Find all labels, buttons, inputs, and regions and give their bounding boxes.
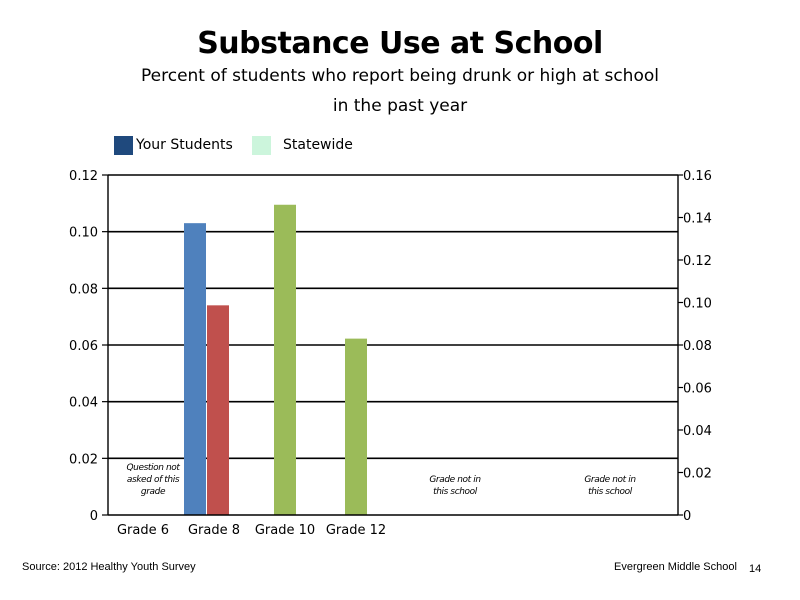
right-axis-tick-label: 0.10: [683, 297, 712, 312]
left-axis-tick-label: 0.06: [69, 339, 98, 354]
right-axis-tick-label: 0.16: [683, 169, 712, 184]
right-axis-tick-label: 0.12: [683, 254, 712, 269]
bar-grade-12-statewide: [345, 338, 367, 515]
source-note: Source: 2012 Healthy Youth Survey: [22, 561, 196, 573]
right-axis-tick-label: 0.06: [683, 382, 712, 397]
annotation-text: this school: [433, 487, 478, 497]
x-axis-category-label: Grade 12: [326, 523, 386, 538]
legend-label-your-students: Your Students: [136, 137, 233, 153]
chart-subtitle-line-2: in the past year: [332, 96, 468, 116]
annotation-text: Grade not in: [429, 475, 481, 485]
bar-grade-8-statewide: [207, 305, 229, 515]
legend-swatch-statewide: [252, 136, 271, 155]
x-axis-category-label: Grade 8: [188, 523, 240, 538]
right-axis-tick-label: 0.14: [683, 212, 712, 227]
bar-grade-8-your-students: [184, 223, 206, 515]
annotation-text: this school: [588, 487, 633, 497]
left-axis-tick-label: 0: [90, 509, 98, 524]
x-axis-category-label: Grade 6: [117, 523, 169, 538]
x-axis-category-label: Grade 10: [255, 523, 315, 538]
left-axis-tick-label: 0.12: [69, 169, 98, 184]
annotation-text: Grade not in: [584, 475, 636, 485]
left-axis-tick-label: 0.08: [69, 282, 98, 297]
right-axis-tick-label: 0.04: [683, 424, 712, 439]
legend-swatch-your-students: [114, 136, 133, 155]
chart-title: Substance Use at School: [197, 26, 603, 61]
annotation-text: Question not: [126, 463, 180, 473]
bar-grade-10-statewide: [274, 204, 296, 515]
legend-label-statewide: Statewide: [283, 137, 353, 153]
left-axis-tick-label: 0.02: [69, 452, 98, 467]
left-axis-tick-label: 0.04: [69, 396, 98, 411]
right-axis-tick-label: 0: [683, 509, 691, 524]
chart-subtitle-line-1: Percent of students who report being dru…: [141, 66, 659, 86]
school-name: Evergreen Middle School: [614, 561, 737, 573]
right-axis-tick-label: 0.08: [683, 339, 712, 354]
right-axis-tick-label: 0.02: [683, 467, 712, 482]
annotation-text: grade: [141, 487, 166, 497]
left-axis-tick-label: 0.10: [69, 226, 98, 241]
annotation-text: asked of this: [127, 475, 180, 485]
page-number: 14: [749, 563, 762, 575]
